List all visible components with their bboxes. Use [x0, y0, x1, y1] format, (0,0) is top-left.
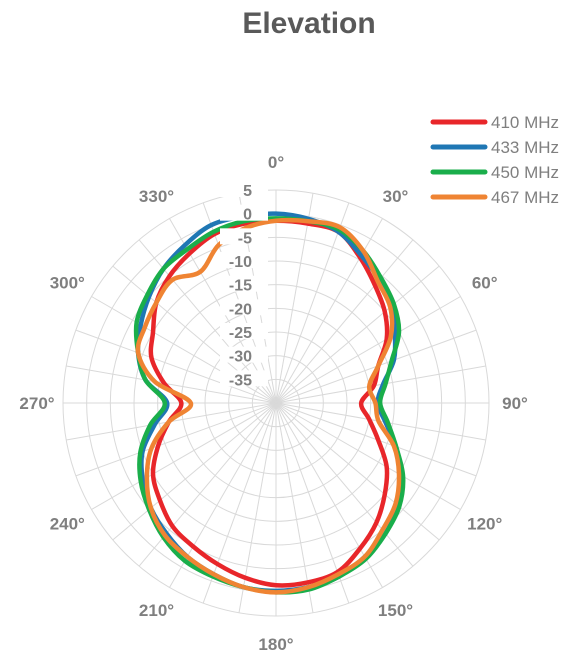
angle-label-0: 0°	[268, 153, 284, 172]
grid-spoke	[275, 239, 414, 404]
angle-label-60: 60°	[472, 274, 498, 293]
radial-label-bg	[220, 323, 268, 339]
angle-label-120: 120°	[467, 515, 502, 534]
radial-tick-label: -20	[229, 301, 252, 318]
radial-label-bg	[220, 252, 268, 268]
radial-label-bg	[220, 181, 268, 197]
grid-spoke	[91, 402, 277, 510]
grid-spoke	[75, 402, 277, 477]
angle-label-150: 150°	[378, 601, 413, 620]
grid-spoke	[275, 402, 461, 510]
grid-spoke	[275, 402, 350, 604]
chart-title: Elevation	[242, 7, 375, 40]
radial-tick-label: -30	[229, 349, 252, 366]
angle-label-270: 270°	[19, 394, 54, 413]
grid-spoke	[202, 402, 277, 604]
radial-tick-label: -10	[229, 254, 252, 271]
radial-tick-label: 5	[243, 183, 252, 200]
series-line-467-mhz	[135, 217, 402, 595]
radial-label-bg	[220, 346, 268, 363]
radial-label-bg	[220, 299, 268, 316]
legend-label-450-mhz: 450 MHz	[491, 163, 559, 182]
angle-label-210: 210°	[139, 601, 174, 620]
radial-label-bg	[220, 204, 268, 221]
radial-tick-label: -25	[229, 325, 252, 342]
grid-spoke	[112, 402, 277, 541]
radial-label-bg	[220, 275, 268, 292]
grid-spoke	[275, 296, 461, 404]
grid-spoke	[75, 329, 277, 404]
grid-spoke	[275, 402, 440, 541]
radial-tick-label: -15	[229, 278, 252, 295]
series-line-410-mhz	[148, 218, 390, 588]
legend-label-467-mhz: 467 MHz	[491, 188, 559, 207]
radial-tick-label: 0	[243, 207, 252, 224]
angle-label-30: 30°	[383, 187, 409, 206]
angle-label-330: 330°	[139, 187, 174, 206]
radial-tick-label: -35	[229, 372, 252, 389]
legend: 410 MHz 433 MHz 450 MHz 467 MHz	[430, 113, 559, 207]
radial-tick-labels: 5 0 -5 -10 -15 -20 -25 -30 -35	[220, 181, 268, 389]
grid-spoke	[275, 265, 440, 404]
legend-label-433-mhz: 433 MHz	[491, 138, 559, 157]
grid-spoke	[66, 365, 277, 404]
grid-spoke	[138, 402, 277, 567]
radial-tick-label: -5	[238, 230, 252, 247]
angle-labels: 0° 30° 60° 90° 120° 150° 180° 210° 240° 270° 300° 3…	[19, 153, 528, 654]
grid-spoke	[275, 193, 314, 404]
radial-label-bg	[220, 228, 268, 245]
angle-label-240: 240°	[50, 515, 85, 534]
legend-label-410-mhz: 410 MHz	[491, 113, 559, 132]
grid-spoke	[275, 202, 350, 404]
grid-spoke	[275, 402, 314, 613]
angle-label-90: 90°	[502, 394, 528, 413]
radial-label-bg	[220, 370, 268, 387]
series-lines	[133, 211, 406, 595]
angle-label-180: 180°	[258, 635, 293, 654]
polar-grid	[62, 189, 490, 617]
angle-label-300: 300°	[50, 274, 85, 293]
grid-spoke	[275, 402, 414, 567]
